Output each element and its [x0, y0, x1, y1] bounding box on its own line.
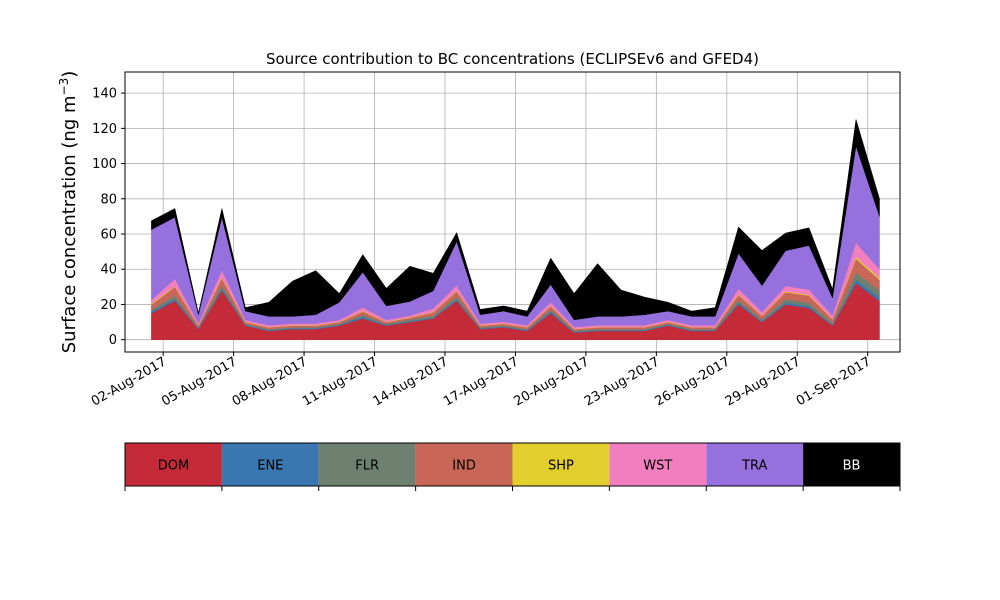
y-tick-label: 140	[92, 87, 117, 102]
legend-swatch-bb	[803, 443, 900, 486]
legend-label-tra: TRA	[741, 459, 767, 474]
legend-swatch-ene	[221, 443, 319, 486]
x-tick-label: 23-Aug-2017	[582, 354, 662, 409]
legend-swatch-flr	[318, 443, 416, 486]
area-layer	[151, 119, 880, 340]
y-tick-label: 40	[100, 263, 117, 278]
legend-label-shp: SHP	[548, 459, 574, 474]
y-tick-label: 0	[109, 333, 117, 348]
legend-swatch-dom	[125, 443, 222, 486]
area-series-bb	[151, 119, 880, 321]
legend-label-dom: DOM	[158, 459, 189, 474]
y-tick-label: 120	[92, 122, 117, 137]
legend-swatch-ind	[415, 443, 513, 486]
y-axis-label: Surface concentration (ng m−3)	[57, 71, 80, 354]
legend-label-ene: ENE	[257, 459, 283, 474]
y-axis-label-main: Surface concentration (ng m	[59, 95, 80, 353]
legend-label-wst: WST	[643, 459, 672, 474]
x-tick-label: 08-Aug-2017	[230, 354, 310, 409]
y-tick-label: 20	[100, 298, 117, 313]
x-tick-label: 26-Aug-2017	[652, 354, 732, 409]
legend-swatch-wst	[609, 443, 707, 486]
x-tick-label: 11-Aug-2017	[300, 354, 380, 409]
legend-label-flr: FLR	[355, 459, 379, 474]
x-tick-label: 14-Aug-2017	[371, 354, 451, 409]
y-tick-label: 60	[100, 228, 117, 243]
x-tick-label: 02-Aug-2017	[89, 354, 169, 409]
y-axis-label-superscript: −3	[57, 78, 71, 96]
x-tick-label: 20-Aug-2017	[512, 354, 592, 409]
y-tick-label: 100	[92, 157, 117, 172]
legend: DOM ENE FLR IND SHP WST TRA BB	[124, 442, 901, 491]
x-tick-label: 17-Aug-2017	[441, 354, 521, 409]
grid-layer	[125, 72, 900, 352]
x-tick-label: 05-Aug-2017	[159, 354, 239, 409]
legend-swatch-tra	[706, 443, 804, 486]
x-tick-label: 01-Sep-2017	[794, 354, 874, 409]
plot-frame	[124, 71, 901, 353]
legend-label-bb: BB	[843, 459, 861, 474]
y-axis-label-end: )	[59, 71, 80, 78]
y-tick-label: 80	[100, 192, 117, 207]
chart-title: Source contribution to BC concentrations…	[266, 50, 759, 68]
legend-swatch-shp	[512, 443, 610, 486]
x-tick-label: 29-Aug-2017	[723, 354, 803, 409]
legend-label-ind: IND	[452, 459, 476, 474]
